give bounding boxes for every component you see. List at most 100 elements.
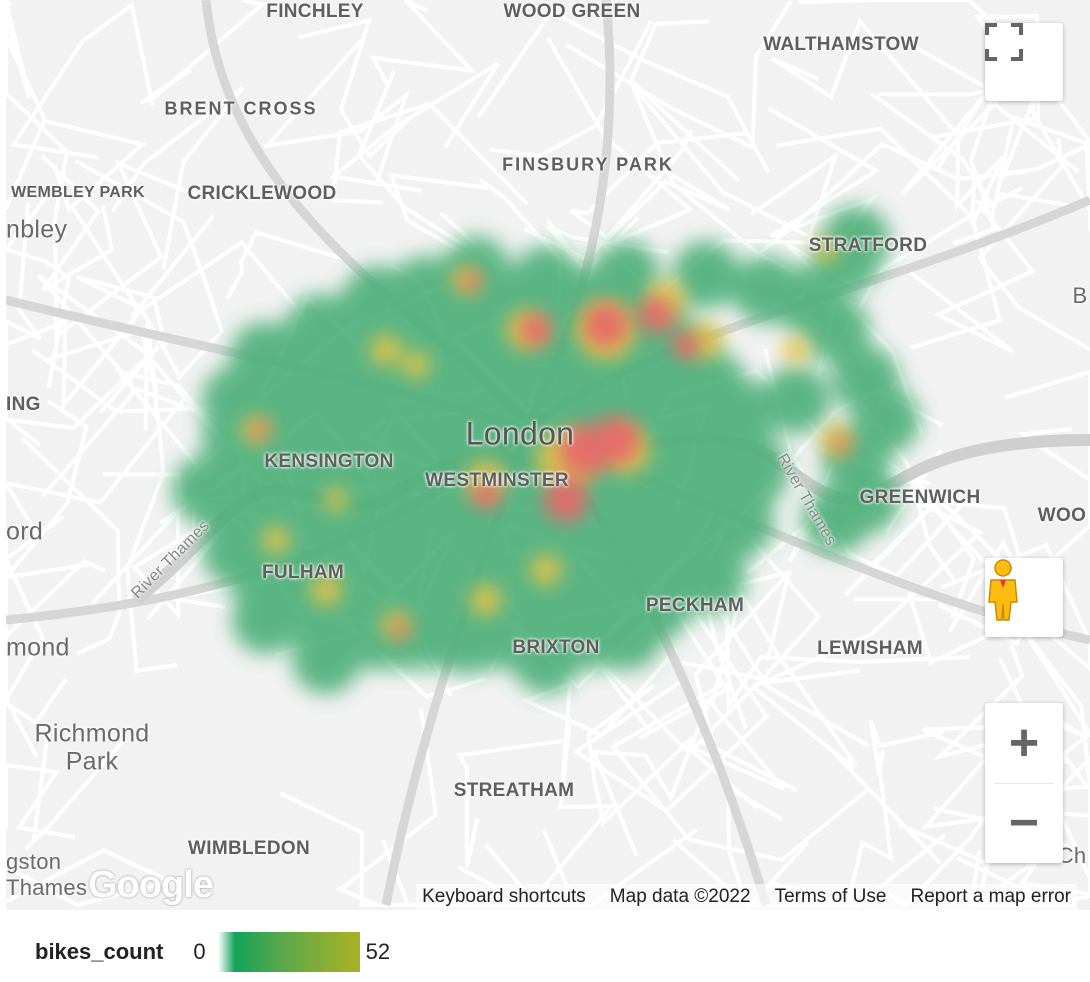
road	[952, 97, 1080, 246]
legend-gradient	[217, 932, 360, 972]
road	[125, 384, 178, 674]
road	[225, 229, 351, 300]
heat-point	[512, 246, 580, 314]
label-lewisham: LEWISHAM	[817, 638, 923, 659]
road	[10, 1, 155, 160]
heat-point	[584, 303, 628, 347]
road	[771, 752, 894, 908]
label-finchley: FINCHLEY	[266, 1, 364, 22]
heat-point	[253, 422, 269, 438]
label-partial-mond: mond	[6, 633, 70, 662]
road	[24, 731, 127, 851]
road	[298, 17, 409, 160]
heat-point	[638, 297, 674, 333]
road	[724, 598, 971, 712]
legend-field: bikes_count	[35, 939, 164, 964]
label-brixton: BRIXTON	[512, 637, 600, 658]
keyboard-shortcuts-link[interactable]: Keyboard shortcuts	[422, 886, 586, 907]
road	[905, 199, 1036, 354]
legend: bikes_count 0 52	[35, 932, 390, 972]
road	[6, 0, 48, 124]
heat-point	[432, 606, 500, 674]
heat-point	[782, 336, 810, 364]
label-wembley: nbley	[6, 215, 68, 244]
road	[770, 17, 957, 133]
report-map-error-link[interactable]: Report a map error	[910, 886, 1071, 907]
label-westminster: WESTMINSTER	[425, 470, 569, 491]
heat-point	[814, 238, 838, 262]
heat-point	[544, 478, 588, 522]
zoom-divider	[994, 782, 1054, 784]
road	[90, 506, 234, 620]
map-base	[6, 0, 1090, 910]
road	[110, 86, 244, 270]
road	[681, 488, 984, 683]
heat-point	[672, 241, 740, 309]
label-partial-ord: ord	[6, 517, 44, 546]
road	[6, 203, 43, 422]
heat-point	[530, 554, 562, 586]
map-data-text: Map data ©2022	[609, 886, 751, 907]
heat-point	[822, 206, 890, 274]
label-park: Park	[65, 747, 119, 776]
road	[725, 568, 942, 865]
terms-of-use-link[interactable]: Terms of Use	[774, 886, 887, 907]
road	[139, 0, 267, 105]
label-kensington: KENSINGTON	[264, 451, 394, 472]
road	[40, 153, 115, 292]
label-walthamstow: WALTHAMSTOW	[763, 34, 919, 55]
map[interactable]: FINCHLEY WOOD GREEN WALTHAMSTOW BRENT CR…	[6, 0, 1090, 910]
label-brent-cross: BRENT CROSS	[164, 98, 318, 119]
heat-point	[324, 488, 348, 512]
road	[564, 0, 793, 151]
fullscreen-button[interactable]	[985, 23, 1063, 101]
road	[582, 645, 860, 756]
google-logo: Google	[88, 864, 214, 906]
zoom-in-button[interactable]: +	[1008, 714, 1040, 772]
label-streatham: STREATHAM	[453, 780, 575, 801]
zoom-out-button[interactable]: −	[1008, 794, 1040, 852]
heat-point	[172, 456, 240, 524]
heat-point	[802, 486, 870, 554]
road	[609, 683, 869, 863]
heatmap-layer	[172, 206, 920, 694]
map-footer: Keyboard shortcuts Map data ©2022 Terms …	[416, 884, 1077, 910]
zoom-control: + −	[985, 703, 1063, 863]
legend-max: 52	[365, 939, 391, 964]
label-partial-thames: Thames	[6, 875, 88, 900]
street-view-pegman[interactable]	[985, 558, 1063, 637]
heat-point	[706, 490, 774, 558]
label-wimbledon: WIMBLEDON	[188, 838, 310, 859]
heat-point	[512, 626, 580, 694]
road	[545, 36, 694, 244]
heat-point	[462, 273, 480, 291]
road	[456, 738, 564, 868]
heat-point	[762, 366, 830, 434]
label-partial-woo: WOO	[1037, 505, 1087, 526]
road	[6, 619, 68, 726]
road	[955, 126, 1006, 226]
label-cricklewood: CRICKLEWOOD	[187, 183, 337, 204]
road	[6, 399, 89, 580]
label-london: London	[465, 415, 575, 452]
label-finsbury-park: FINSBURY PARK	[502, 154, 674, 175]
heat-point	[833, 437, 849, 453]
heat-point	[470, 584, 502, 616]
heat-point	[370, 334, 402, 366]
fullscreen-icon	[985, 23, 1023, 61]
road	[336, 708, 439, 907]
heat-point	[262, 526, 290, 554]
heat-point	[393, 622, 409, 638]
road	[915, 473, 1090, 597]
road	[884, 449, 1026, 571]
legend-min: 0	[193, 939, 206, 964]
road	[6, 344, 161, 447]
heat-point	[402, 351, 430, 379]
road	[369, 0, 477, 89]
road	[590, 696, 713, 857]
road	[523, 157, 731, 262]
road	[586, 684, 694, 827]
label-greenwich: GREENWICH	[859, 487, 981, 508]
heat-point	[592, 416, 640, 464]
label-wood-green: WOOD GREEN	[503, 1, 641, 22]
